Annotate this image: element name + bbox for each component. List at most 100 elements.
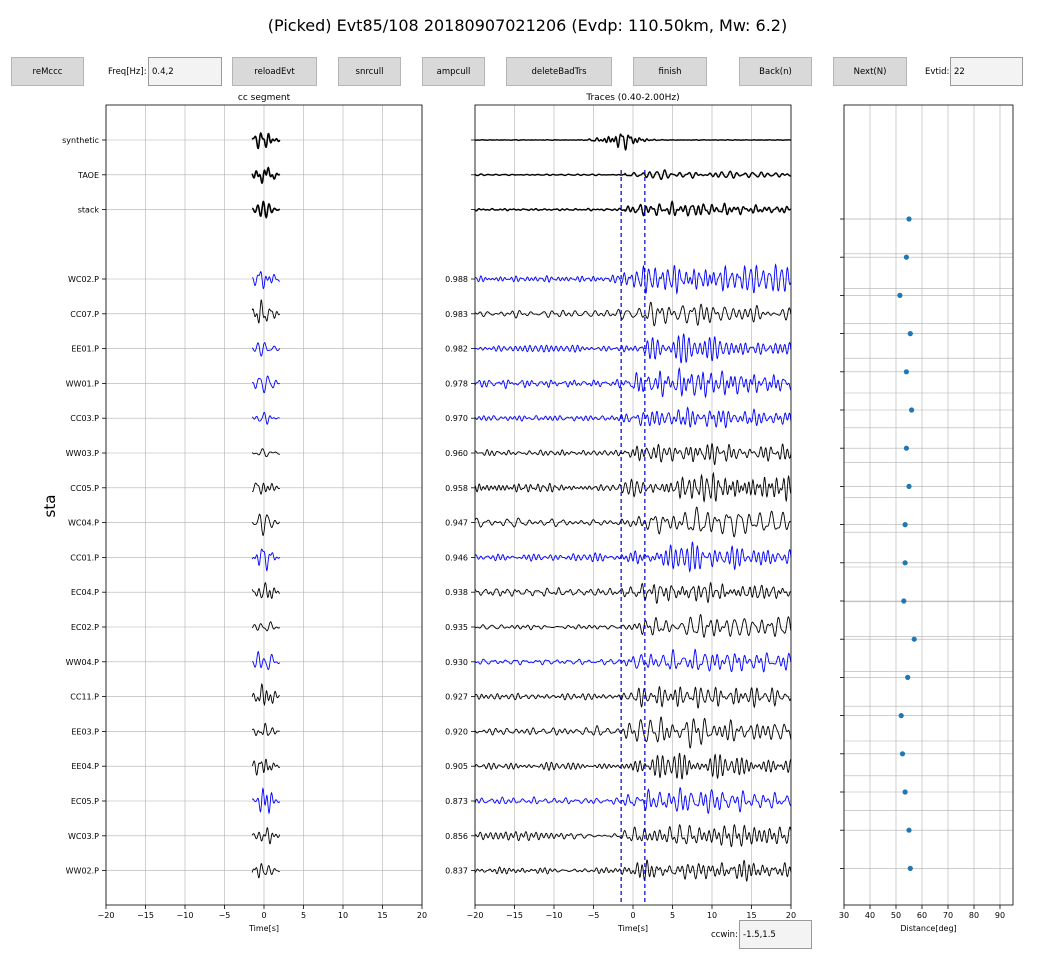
cc-value-label: 0.988 [445,275,468,284]
distance-point [906,483,912,489]
distance-point [906,216,912,222]
cc-segment-waveform [252,270,280,290]
distance-frame [843,104,1014,906]
cc-value-label: 0.935 [445,623,468,632]
cc-segment-tick-label: −5 [219,911,231,920]
cc-value-label: 0.927 [445,693,468,702]
cc-segment-waveform [251,166,281,184]
distance-point [902,560,908,566]
cc-segment-waveform [251,621,281,632]
delete-bad-traces-button[interactable]: deleteBadTrs [506,57,612,86]
cc-value-label: 0.982 [445,345,468,354]
cc-segment-waveform [251,548,281,572]
cc-segment-waveform [251,342,281,357]
station-label: WW03.P [66,449,100,458]
distance-point [906,827,912,833]
cc-segment-waveform [251,787,281,815]
cc-value-label: 0.958 [445,484,468,493]
station-label: CC11.P [70,693,99,702]
cc-value-label: 0.905 [445,762,468,771]
station-label: EC04.P [71,588,99,597]
evtid-label: Evtid: [925,66,950,77]
trace-waveform [474,263,792,295]
distance-point [898,713,904,719]
trace-waveform [474,471,792,503]
distance-tick-label: 50 [891,911,901,920]
distance-point [897,292,903,298]
traces-tick-label: 20 [786,911,796,920]
distance-xlabel: Distance[deg] [900,924,956,933]
cc-value-label: 0.978 [445,379,468,388]
station-label: CC07.P [70,310,99,319]
traces-xlabel: Time[s] [617,924,648,933]
distance-point [907,865,913,872]
traces-tick-label: −5 [588,911,600,920]
back-button[interactable]: Back(n) [739,57,812,86]
cc-segment-waveform [251,200,280,219]
station-label: EE01.P [71,345,99,354]
traces-tick-label: −10 [546,911,563,920]
traces-tick-label: −20 [467,911,484,920]
cc-segment-waveform [251,758,281,776]
freq-label: Freq[Hz]: [108,66,147,77]
cc-segment-waveform [251,581,280,599]
station-label: WC03.P [68,832,99,841]
cc-value-label: 0.960 [445,449,468,458]
cc-segment-tick-label: 20 [417,911,427,920]
distance-point [899,751,906,757]
distance-point [903,369,910,375]
cc-segment-waveform [251,722,280,737]
snrcull-button[interactable]: snrcull [338,57,401,86]
next-button[interactable]: Next(N) [833,57,907,86]
station-label: EE03.P [71,727,99,736]
trace-waveform [475,301,792,327]
cc-segment-waveform [251,411,280,425]
cc-value-label: 0.873 [445,797,468,806]
cc-segment-waveform [251,682,281,707]
cc-value-label: 0.920 [445,727,468,736]
freq-input[interactable] [148,57,222,86]
remccc-button[interactable]: reMccc [11,57,84,86]
cc-value-label: 0.930 [445,658,468,667]
cc-segment-tick-label: 0 [261,911,266,920]
station-label: synthetic [62,136,99,145]
trace-waveform [474,442,792,466]
cc-value-label: 0.970 [445,414,468,423]
traces-title: Traces (0.40-2.00Hz) [585,93,679,103]
distance-point [902,522,908,528]
cc-segment-tick-label: −15 [137,911,154,920]
station-axis-label: sta [41,495,59,518]
station-label: WC04.P [68,519,99,528]
distance-point [911,636,917,642]
station-label: WW01.P [66,379,100,388]
traces-frame [474,104,792,906]
cc-value-label: 0.946 [445,553,468,562]
cc-segment-waveform [251,131,281,150]
trace-waveform [474,752,792,780]
traces-tick-label: 15 [746,911,756,920]
reload-event-button[interactable]: reloadEvt [232,57,317,86]
trace-waveform [474,716,792,749]
cc-segment-waveform [251,299,281,324]
ampcull-button[interactable]: ampcull [422,57,485,86]
cc-value-label: 0.856 [445,832,468,841]
station-label: CC03.P [70,414,99,423]
distance-tick-label: 70 [943,911,953,920]
station-label: EE04.P [71,762,99,771]
ccwin-label: ccwin: [711,929,738,940]
cc-segment-tick-label: 5 [301,911,306,920]
cc-value-label: 0.983 [445,310,468,319]
ccwin-input[interactable] [739,920,812,949]
distance-tick-label: 40 [865,911,875,920]
station-label: EC05.P [71,797,99,806]
finish-button[interactable]: finish [633,57,707,86]
distance-tick-label: 60 [917,911,927,920]
trace-waveform [474,333,792,364]
distance-tick-label: 80 [969,911,979,920]
distance-point [902,789,908,795]
station-label: TAOE [77,171,99,180]
cc-value-label: 0.938 [445,588,468,597]
station-label: CC05.P [70,484,99,493]
evtid-input[interactable] [950,57,1023,86]
